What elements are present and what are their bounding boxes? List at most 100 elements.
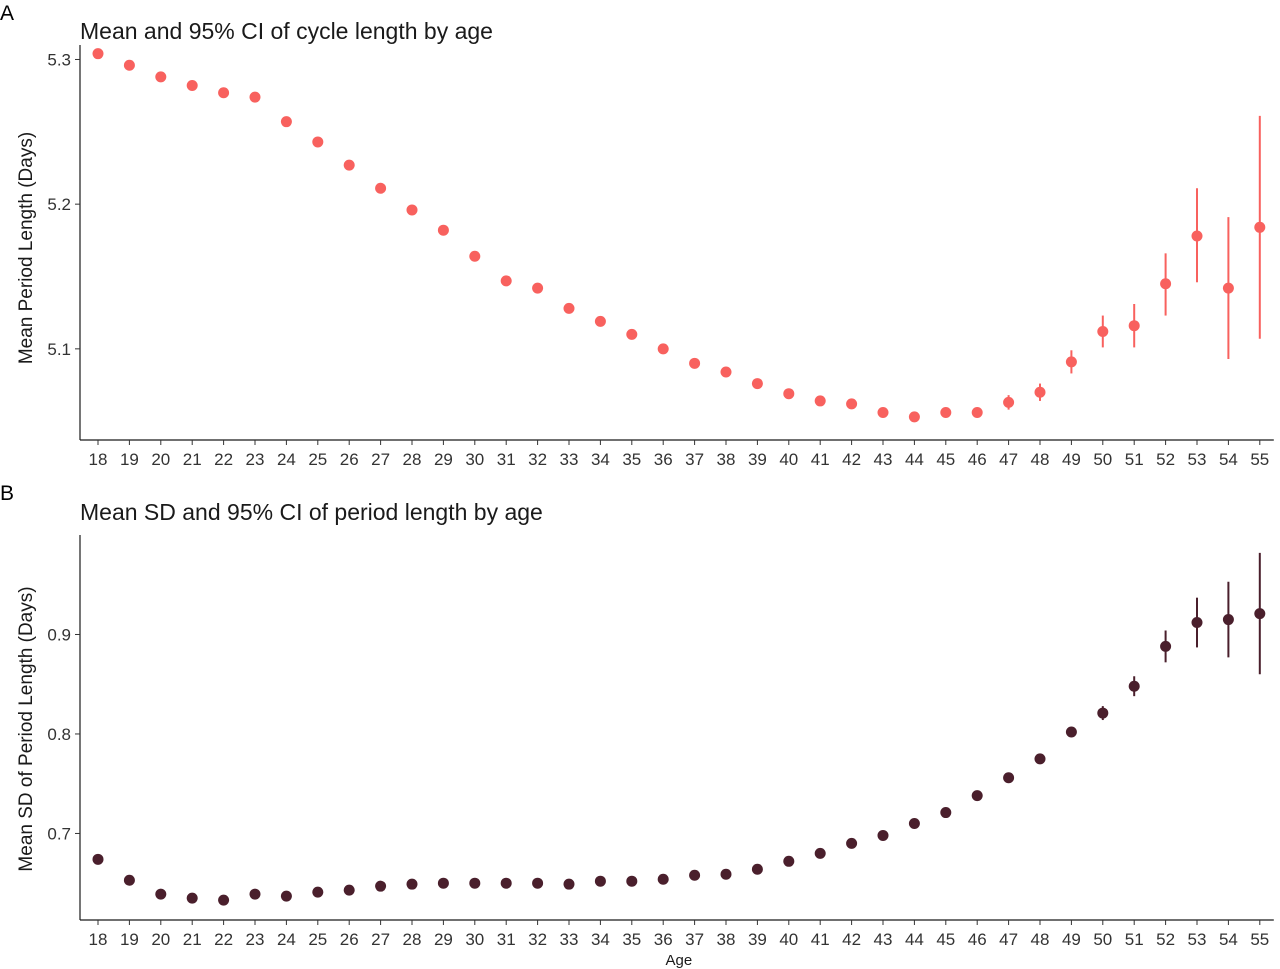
panel-a-data-point	[626, 328, 638, 340]
panel-a-x-tick-label: 48	[1031, 450, 1050, 469]
panel-a-x-tick-label: 40	[779, 450, 798, 469]
panel-b-y-axis-label: Mean SD of Period Length (Days)	[16, 586, 37, 871]
panel-b-data-point	[689, 869, 701, 881]
panel-a-x-tick-label: 30	[465, 450, 484, 469]
panel-b-data-point	[92, 853, 104, 865]
panel-b-data-point	[846, 837, 858, 849]
panel-a-data-point	[657, 343, 669, 355]
panel-b-x-tick-label: 32	[528, 930, 547, 949]
panel-a-x-tick-label: 31	[497, 450, 516, 469]
panel-a-x-tick-label: 52	[1156, 450, 1175, 469]
panel-b-data-point	[940, 807, 952, 819]
panel-b-data-point	[437, 877, 449, 889]
panel-a-title: Mean and 95% CI of cycle length by age	[80, 18, 493, 44]
panel-b-data-point	[123, 874, 135, 886]
panel-b-x-tick-label: 19	[120, 930, 139, 949]
panel-a-data-point	[1222, 282, 1234, 294]
panel-a-x-tick-label: 38	[717, 450, 736, 469]
panel-b-data-point	[469, 877, 481, 889]
panel-b-x-tick-label: 35	[622, 930, 641, 949]
panel-a-data-point	[249, 91, 261, 103]
panel-a-data-point	[312, 136, 324, 148]
panel-a-data-point	[406, 204, 418, 216]
panel-a-data-point	[971, 407, 983, 419]
panel-b-data-point	[343, 884, 355, 896]
panel-a-x-tick-label: 25	[308, 450, 327, 469]
panel-a-data-point	[1128, 320, 1140, 332]
panel-b-x-tick-label: 53	[1188, 930, 1207, 949]
panel-a-x-tick-label: 19	[120, 450, 139, 469]
panel-b-data-point	[532, 877, 544, 889]
panel-b-x-axis-label: Age	[666, 952, 693, 969]
panel-b-x-tick-label: 30	[465, 930, 484, 949]
panel-b-x-tick-label: 27	[371, 930, 390, 949]
panel-b-x-tick-label: 52	[1156, 930, 1175, 949]
panel-a-data-point	[123, 59, 135, 71]
panel-a-data-point	[469, 250, 481, 262]
panel-a-data-point	[814, 395, 826, 407]
panel-b-x-tick-label: 43	[874, 930, 893, 949]
panel-a-data-point	[720, 366, 732, 378]
panel-b-data-point	[1254, 608, 1266, 620]
panel-b-x-tick-label: 51	[1125, 930, 1144, 949]
panel-a-data-point	[218, 87, 230, 99]
panel-a-data-point	[689, 357, 701, 369]
panel-b-data-point	[186, 892, 198, 904]
panel-b-x-tick-label: 23	[246, 930, 265, 949]
panel-a-data-point	[1191, 230, 1203, 242]
panel-b-x-tick-label: 25	[308, 930, 327, 949]
panel-b-data-point	[1191, 617, 1203, 629]
panel-b-x-tick-label: 31	[497, 930, 516, 949]
panel-b-data-point	[1003, 772, 1015, 784]
panel-a-x-tick-label: 43	[874, 450, 893, 469]
panel-a-letter: A	[0, 2, 14, 25]
panel-b-x-tick-label: 49	[1062, 930, 1081, 949]
panel-b-data-point	[751, 863, 763, 875]
panel-b-data-point	[1034, 753, 1046, 765]
panel-b-data-point	[594, 875, 606, 887]
panel-a-x-tick-label: 23	[246, 450, 265, 469]
panel-b-x-tick-label: 55	[1250, 930, 1269, 949]
panel-b-x-tick-label: 50	[1093, 930, 1112, 949]
panel-a-x-tick-label: 41	[811, 450, 830, 469]
panel-a-data-point	[908, 411, 920, 423]
panel-b-x-tick-label: 47	[999, 930, 1018, 949]
panel-b-x-tick-label: 54	[1219, 930, 1238, 949]
panel-b-data-point	[1128, 680, 1140, 692]
panel-a-data-point	[532, 282, 544, 294]
panel-a-x-tick-label: 53	[1188, 450, 1207, 469]
panel-a-x-tick-label: 21	[183, 450, 202, 469]
panel-a-x-tick-label: 34	[591, 450, 610, 469]
panel-b-x-tick-label: 38	[717, 930, 736, 949]
panel-b-x-tick-label: 41	[811, 930, 830, 949]
panel-a-data-point	[1160, 278, 1172, 290]
panel-a-y-axis-label: Mean Period Length (Days)	[16, 132, 37, 364]
panel-a-data-point	[1034, 386, 1046, 398]
panel-a-x-tick-label: 29	[434, 450, 453, 469]
panel-a-data-point	[783, 388, 795, 400]
panel-a-data-point	[846, 398, 858, 410]
panel-a-x-tick-label: 55	[1250, 450, 1269, 469]
panel-a-data-point	[375, 182, 387, 194]
panel-b-data-point	[657, 873, 669, 885]
panel-a-data-point	[751, 378, 763, 390]
panel-a-y-tick-label: 5.3	[47, 50, 71, 69]
panel-a-x-tick-label: 51	[1125, 450, 1144, 469]
panel-b-data-point	[1160, 640, 1172, 652]
panel-b-x-tick-label: 29	[434, 930, 453, 949]
panel-a-x-tick-label: 37	[685, 450, 704, 469]
panel-a-x-tick-label: 20	[151, 450, 170, 469]
panel-a-x-tick-label: 42	[842, 450, 861, 469]
panel-b-data-point	[312, 886, 324, 898]
panel-a-data-point	[186, 80, 198, 92]
panel-a-data-point	[155, 71, 167, 83]
panel-b-x-tick-label: 20	[151, 930, 170, 949]
panel-b-data-point	[971, 790, 983, 802]
panel-b-data-point	[877, 829, 889, 841]
panel-a-data-point	[343, 159, 355, 171]
panel-b-data-point	[720, 868, 732, 880]
panel-b-x-tick-label: 37	[685, 930, 704, 949]
panel-b-x-tick-label: 36	[654, 930, 673, 949]
panel-b-y-tick-label: 0.9	[47, 625, 71, 644]
